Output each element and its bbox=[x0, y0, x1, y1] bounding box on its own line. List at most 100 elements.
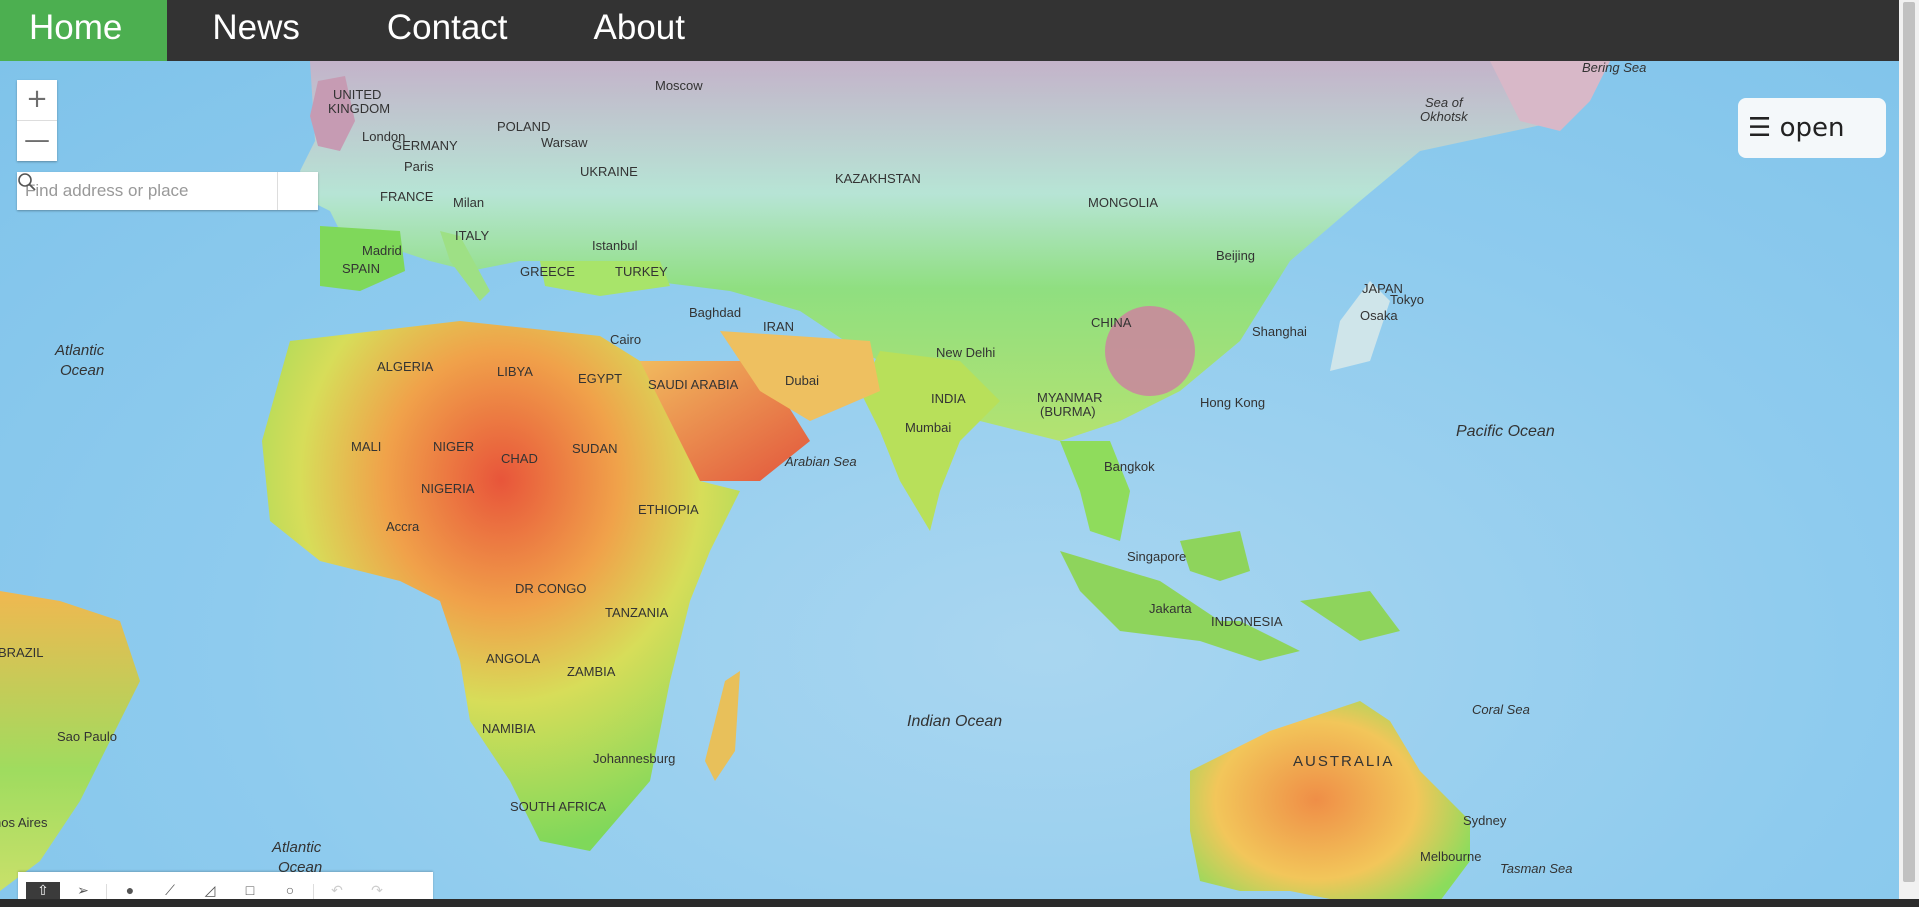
map-canvas[interactable]: Atlantic Ocean Arabian Sea Indian Ocean … bbox=[0, 61, 1899, 899]
ocean-label: Ocean bbox=[278, 859, 322, 876]
search-input[interactable] bbox=[17, 172, 277, 210]
country-label: AUSTRALIA bbox=[1293, 753, 1394, 770]
country-label: MYANMAR bbox=[1037, 390, 1102, 405]
zoom-out-button[interactable]: — bbox=[24, 125, 50, 155]
nav-about[interactable]: About bbox=[593, 8, 685, 47]
circle-icon[interactable]: ○ bbox=[285, 882, 295, 898]
city-label: Accra bbox=[386, 519, 420, 534]
city-label: nos Aires bbox=[0, 815, 48, 830]
city-label: Sydney bbox=[1463, 813, 1507, 828]
country-label: TURKEY bbox=[615, 264, 668, 279]
city-label: New Delhi bbox=[936, 345, 995, 360]
zoom-control: + — bbox=[17, 80, 57, 161]
country-label: DR CONGO bbox=[515, 581, 587, 596]
city-label: London bbox=[362, 129, 405, 144]
country-label: GERMANY bbox=[392, 138, 458, 153]
city-label: Shanghai bbox=[1252, 324, 1307, 339]
country-label: (BURMA) bbox=[1040, 404, 1096, 419]
nav-home[interactable]: Home bbox=[0, 0, 168, 61]
ocean-label: Arabian Sea bbox=[784, 454, 857, 469]
vertical-scrollbar[interactable] bbox=[1899, 0, 1919, 899]
country-label: GREECE bbox=[520, 264, 575, 279]
ocean-label: Ocean bbox=[60, 362, 104, 379]
scrollbar-thumb[interactable] bbox=[1903, 2, 1915, 882]
country-label: INDIA bbox=[931, 391, 966, 406]
country-label: POLAND bbox=[497, 119, 550, 134]
country-label: LIBYA bbox=[497, 364, 533, 379]
city-label: Hong Kong bbox=[1200, 395, 1265, 410]
country-label: ITALY bbox=[455, 228, 490, 243]
country-labels: UNITED KINGDOM GERMANY POLAND UKRAINE FR… bbox=[0, 87, 1403, 814]
country-label: UNITED bbox=[333, 87, 381, 102]
country-label: TANZANIA bbox=[605, 605, 669, 620]
country-label: MALI bbox=[351, 439, 381, 454]
country-label: KINGDOM bbox=[328, 101, 390, 116]
city-label: Osaka bbox=[1360, 308, 1398, 323]
city-label: Jakarta bbox=[1149, 601, 1192, 616]
country-label: UKRAINE bbox=[580, 164, 638, 179]
ocean-label: Tasman Sea bbox=[1500, 861, 1573, 876]
country-label: ZAMBIA bbox=[567, 664, 616, 679]
country-label: SPAIN bbox=[342, 261, 380, 276]
city-label: Beijing bbox=[1216, 248, 1255, 263]
city-label: Moscow bbox=[655, 78, 703, 93]
country-label: NAMIBIA bbox=[482, 721, 536, 736]
city-label: Cairo bbox=[610, 332, 641, 347]
ocean-label: Coral Sea bbox=[1472, 702, 1530, 717]
country-label: IRAN bbox=[763, 319, 794, 334]
country-label: NIGER bbox=[433, 439, 474, 454]
city-label: Tokyo bbox=[1390, 292, 1424, 307]
ocean-label: Indian Ocean bbox=[907, 713, 1002, 730]
city-label: Singapore bbox=[1127, 549, 1186, 564]
city-label: Istanbul bbox=[592, 238, 638, 253]
ocean-label: Okhotsk bbox=[1420, 109, 1469, 124]
ocean-label: Atlantic bbox=[271, 839, 322, 856]
city-label: Johannesburg bbox=[593, 751, 675, 766]
top-nav: Home News Contact About bbox=[0, 0, 1899, 61]
city-label: Sao Paulo bbox=[57, 729, 117, 744]
polyline-icon[interactable]: ⟋ bbox=[165, 882, 175, 898]
rectangle-icon[interactable]: □ bbox=[245, 882, 255, 898]
toolbar-divider bbox=[106, 884, 107, 899]
ocean-label: Bering Sea bbox=[1582, 61, 1646, 75]
country-label: SUDAN bbox=[572, 441, 618, 456]
country-label: FRANCE bbox=[380, 189, 434, 204]
send-icon[interactable]: ➢ bbox=[77, 882, 89, 898]
redo-icon[interactable]: ↷ bbox=[371, 882, 383, 898]
search-button[interactable] bbox=[18, 172, 318, 210]
country-label: ANGOLA bbox=[486, 651, 541, 666]
open-panel-button[interactable]: ☰ open bbox=[1738, 98, 1886, 158]
undo-icon[interactable]: ↶ bbox=[331, 882, 343, 898]
country-label: ALGERIA bbox=[377, 359, 434, 374]
city-label: Baghdad bbox=[689, 305, 741, 320]
country-label: KAZAKHSTAN bbox=[835, 171, 921, 186]
select-icon[interactable]: ⇧ bbox=[26, 882, 60, 899]
city-label: Dubai bbox=[785, 373, 819, 388]
ocean-label: Sea of bbox=[1425, 95, 1464, 110]
city-label: Paris bbox=[404, 159, 434, 174]
zoom-in-button[interactable]: + bbox=[17, 80, 57, 121]
nav-contact[interactable]: Contact bbox=[386, 8, 508, 47]
country-label: SAUDI ARABIA bbox=[648, 377, 739, 392]
country-label: EGYPT bbox=[578, 371, 622, 386]
country-label: CHAD bbox=[501, 451, 538, 466]
point-icon[interactable]: ● bbox=[125, 882, 135, 898]
search-box bbox=[17, 172, 318, 210]
country-label: NIGERIA bbox=[421, 481, 475, 496]
city-label: Milan bbox=[453, 195, 484, 210]
horizontal-scrollbar[interactable] bbox=[0, 899, 1919, 907]
city-labels: Moscow London Warsaw Paris Milan Madrid … bbox=[0, 78, 1507, 864]
draw-toolbar: ⇧ ➢ ● ⟋ ◿ □ ○ ↶ ↷ bbox=[18, 872, 433, 899]
toolbar-divider bbox=[313, 884, 314, 899]
ocean-labels: Atlantic Ocean Arabian Sea Indian Ocean … bbox=[54, 61, 1646, 876]
nav-news[interactable]: News bbox=[212, 8, 300, 47]
city-label: Warsaw bbox=[541, 135, 588, 150]
map-view[interactable]: Atlantic Ocean Arabian Sea Indian Ocean … bbox=[0, 61, 1899, 899]
country-label: BRAZIL bbox=[0, 645, 44, 660]
city-label: Melbourne bbox=[1420, 849, 1481, 864]
country-label: JAPAN bbox=[1362, 281, 1403, 296]
city-label: Mumbai bbox=[905, 420, 951, 435]
country-label: MONGOLIA bbox=[1088, 195, 1158, 210]
polygon-icon[interactable]: ◿ bbox=[204, 882, 216, 898]
country-label: INDONESIA bbox=[1211, 614, 1283, 629]
